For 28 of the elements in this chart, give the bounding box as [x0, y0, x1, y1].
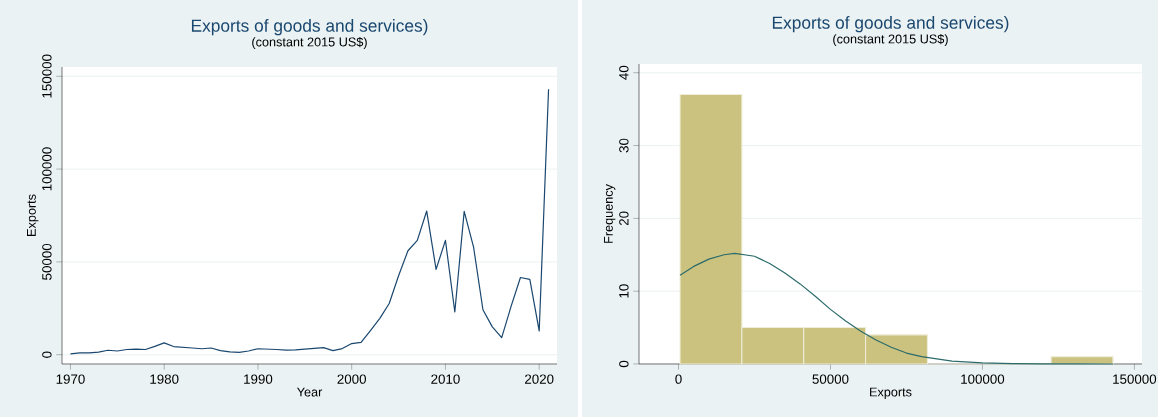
y-tick-label: 30 [619, 138, 629, 153]
x-tick-label: 1980 [150, 374, 179, 384]
x-tick-label: 150000 [1113, 374, 1157, 384]
y-tick-label: 10 [619, 284, 629, 298]
x-tick-label: 2020 [525, 374, 554, 384]
x-tick-label: 50000 [812, 374, 849, 384]
x-tick-label: 0 [675, 374, 682, 384]
x-tick-label: 100000 [961, 374, 1005, 384]
x-axis-title: Year [296, 387, 323, 397]
y-tick-label: 20 [619, 211, 629, 226]
line-series [679, 252, 1114, 365]
y-tick-label: 40 [619, 65, 629, 80]
chart-subtitle: (constant 2015 US$) [252, 36, 367, 49]
y-tick-label: 0 [619, 360, 629, 368]
y-tick-label: 150000 [42, 54, 52, 98]
chart-title: Exports of goods and services) [191, 19, 428, 36]
chart-subtitle: (constant 2015 US$) [833, 33, 948, 46]
chart-title: Exports of goods and services) [772, 16, 1009, 33]
x-tick-label: 2000 [337, 374, 367, 384]
y-tick-label: 0 [42, 351, 52, 358]
x-tick-label: 1990 [244, 374, 273, 384]
x-tick-label: 1970 [56, 374, 85, 384]
x-axis-title: Exports [870, 387, 912, 399]
y-axis-title: Frequency [603, 184, 616, 243]
x-tick-label: 2010 [431, 374, 460, 384]
y-tick-label: 50000 [42, 243, 52, 280]
y-tick-label: 100000 [42, 147, 52, 191]
y-axis-title: Exports [27, 194, 39, 236]
